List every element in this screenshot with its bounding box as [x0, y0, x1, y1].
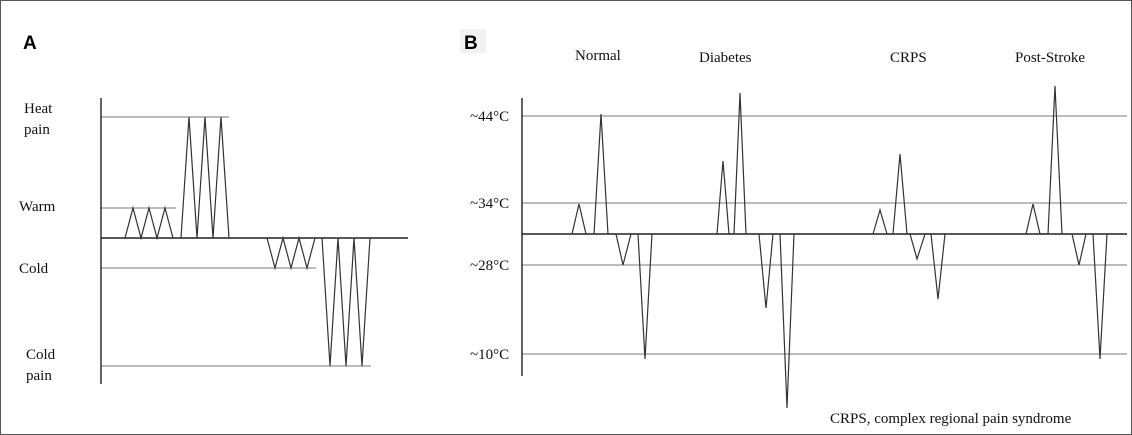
column-crps: CRPS	[890, 50, 927, 66]
warm-stimulus-trace	[124, 205, 174, 241]
panel-b: B Normal Diabetes CRPS Post-Stroke ~44°C…	[460, 29, 1127, 427]
heat-pain-label-2: pain	[24, 122, 50, 138]
heat-pain-label-1: Heat	[24, 101, 53, 117]
cold-pain-label-2: pain	[26, 368, 52, 384]
temp-44-label: ~44°C	[470, 109, 509, 125]
footnote: CRPS, complex regional pain syndrome	[830, 411, 1072, 427]
crps-trace	[872, 153, 946, 300]
temp-10-label: ~10°C	[470, 347, 509, 363]
diabetes-trace	[716, 92, 795, 409]
cold-pain-stimulus-trace	[321, 237, 371, 367]
heat-pain-stimulus-trace	[180, 116, 230, 239]
cold-label: Cold	[19, 261, 49, 277]
warm-label: Warm	[19, 199, 56, 215]
panel-a: A Heat pain Warm Cold Cold pain	[19, 33, 408, 384]
temp-34-label: ~34°C	[470, 196, 509, 212]
post-stroke-trace	[1025, 85, 1108, 360]
normal-trace	[571, 113, 653, 360]
column-post-stroke: Post-Stroke	[1015, 50, 1085, 66]
panel-b-label: B	[464, 33, 478, 54]
temp-28-label: ~28°C	[470, 258, 509, 274]
panel-b-label-box	[460, 29, 486, 53]
column-diabetes: Diabetes	[699, 50, 752, 66]
panel-a-label: A	[23, 33, 37, 54]
cold-stimulus-trace	[266, 235, 316, 271]
cold-pain-label-1: Cold	[26, 347, 56, 363]
column-normal: Normal	[575, 48, 621, 64]
